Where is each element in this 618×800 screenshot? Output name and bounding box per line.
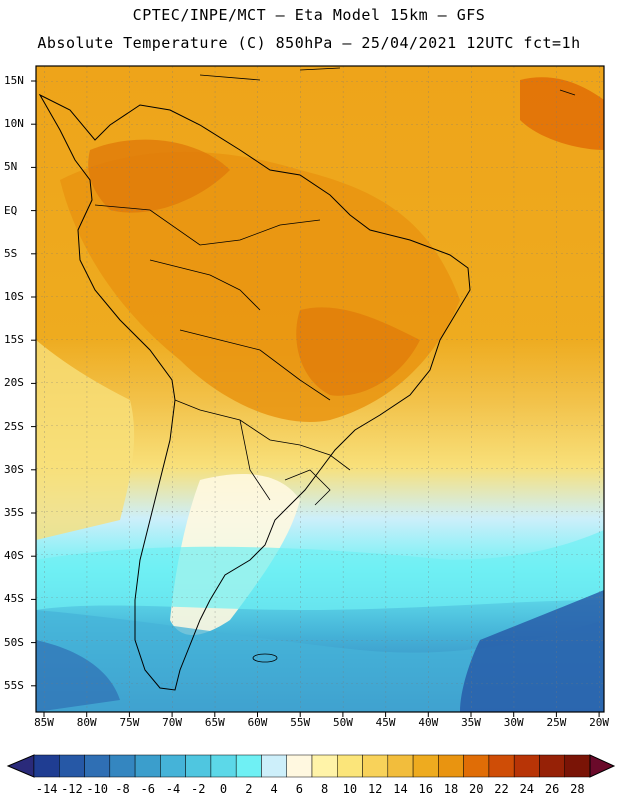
lon-label: 35W <box>461 716 481 729</box>
colorbar-swatch <box>185 754 212 778</box>
colorbar-label: 26 <box>544 782 560 796</box>
colorbar-label: -10 <box>86 782 109 796</box>
colorbar-swatch <box>33 754 60 778</box>
colorbar-swatch <box>59 754 85 778</box>
colorbar-swatch <box>84 754 111 778</box>
colorbar-label: -12 <box>61 782 83 796</box>
colorbar-swatch <box>539 754 565 778</box>
lat-label: 30S <box>4 462 24 476</box>
title-line-1: CPTEC/INPE/MCT – Eta Model 15km – GFS <box>132 6 486 24</box>
colorbar-swatch <box>286 754 313 778</box>
colorbar-label: 18 <box>443 782 459 796</box>
colorbar-swatch <box>513 754 540 778</box>
colorbar-label: 14 <box>393 782 408 796</box>
lon-label: 65W <box>204 716 225 729</box>
title-line-2: Absolute Temperature (C) 850hPa – 25/04/… <box>37 34 581 52</box>
colorbar-swatch <box>311 754 338 778</box>
south-america-coastline <box>38 93 471 691</box>
colorbar-label: -14 <box>35 782 58 796</box>
colorbar-swatch <box>261 754 287 778</box>
colorbar-swatch <box>438 754 464 778</box>
lon-label: 60W <box>247 716 268 729</box>
colorbar-label: 22 <box>494 782 509 796</box>
lon-label: 25W <box>546 716 567 729</box>
colorbar-label: -2 <box>191 782 206 796</box>
colorbar-swatch <box>362 754 389 778</box>
plot-frame <box>35 65 605 713</box>
lat-label: EQ <box>4 203 18 217</box>
temperature-field <box>36 66 604 712</box>
colorbar-max-arrow <box>589 754 616 778</box>
colorbar-label: 6 <box>295 782 303 796</box>
colorbar-min-arrow <box>6 754 35 778</box>
colorbar-label: 24 <box>519 782 535 796</box>
colorbar-swatch <box>387 754 414 778</box>
lat-label: 15S <box>4 333 24 347</box>
lat-label: 50S <box>4 635 24 649</box>
colorbar-swatch <box>564 754 591 778</box>
lon-label: 70W <box>162 716 183 729</box>
colorbar-label: 0 <box>219 782 228 796</box>
lon-label: 40W <box>418 716 439 729</box>
colorbar-label: -4 <box>165 782 181 796</box>
lon-label: 50W <box>332 716 353 729</box>
lon-label: 45W <box>375 716 396 729</box>
colorbar-swatch <box>412 754 439 778</box>
lon-label: 75W <box>119 716 140 729</box>
lat-label: 55S <box>4 678 24 692</box>
lat-label: 25S <box>4 419 24 433</box>
lat-label: 45S <box>4 592 24 606</box>
lon-label: 85W <box>34 716 54 729</box>
colorbar-label: 8 <box>321 782 329 796</box>
lat-label: 20S <box>4 376 24 390</box>
colorbar-label: 28 <box>570 782 585 796</box>
colorbar-swatch <box>235 754 262 778</box>
colorbar-label: -8 <box>115 782 130 796</box>
colorbar-label: 10 <box>342 782 358 796</box>
lat-label: 15N <box>4 74 24 87</box>
lat-label: 40S <box>4 549 24 563</box>
lat-label: 10S <box>4 290 24 303</box>
colorbar-swatch <box>488 754 515 778</box>
colorbar-label: 4 <box>270 782 278 796</box>
lon-label: 55W <box>290 716 311 729</box>
lat-label: 5S <box>4 246 18 260</box>
colorbar-swatch <box>134 754 161 778</box>
colorbar-swatch <box>463 754 490 778</box>
lat-label: 10N <box>4 117 24 131</box>
colorbar-label: -6 <box>140 782 155 796</box>
colorbar-swatch <box>109 754 136 778</box>
colorbar-label: 2 <box>245 782 253 796</box>
colorbar <box>6 754 616 778</box>
colorbar-label: 20 <box>469 782 484 796</box>
colorbar-label: 16 <box>418 782 433 796</box>
colorbar-swatch <box>337 754 363 778</box>
lon-label: 20W <box>589 716 610 729</box>
lon-label: 80W <box>76 716 97 729</box>
lon-label: 30W <box>503 716 524 729</box>
colorbar-swatch <box>210 754 237 778</box>
colorbar-swatch <box>160 754 186 778</box>
lat-label: 5N <box>4 160 18 174</box>
colorbar-label: 12 <box>367 782 383 796</box>
lat-label: 35S <box>4 506 24 519</box>
